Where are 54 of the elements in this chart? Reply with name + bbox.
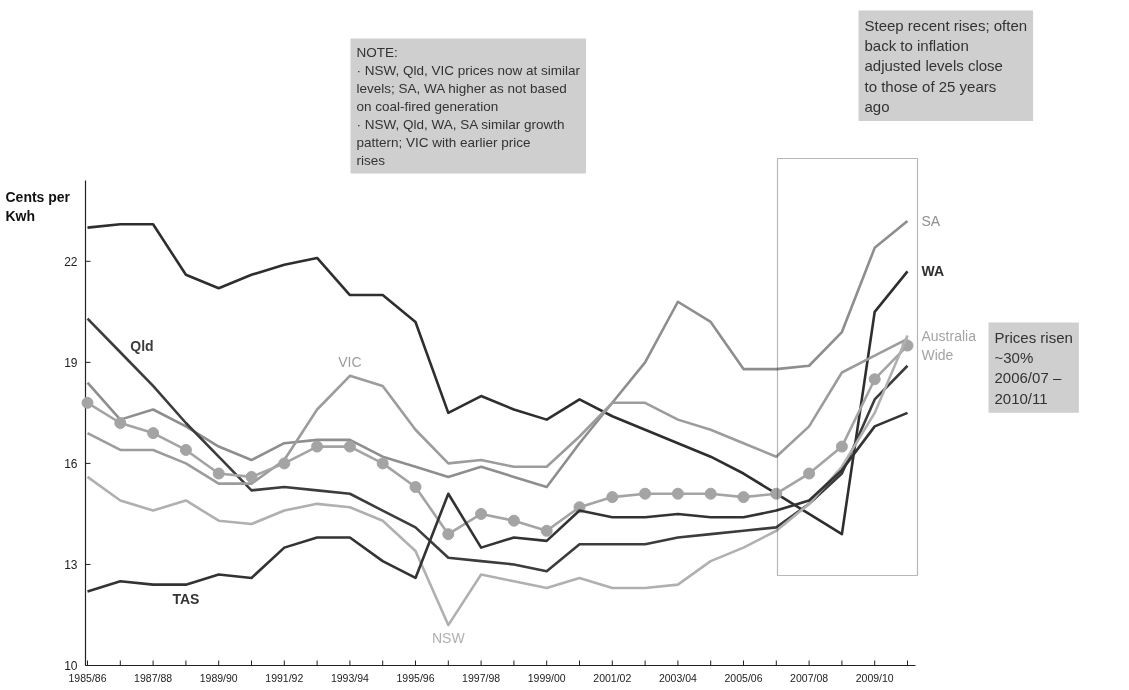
point: [639, 487, 652, 500]
x-tick-label: 1997/98: [462, 671, 501, 684]
x-tick-label: 1993/94: [330, 671, 370, 684]
x-tick-label: 1987/88: [134, 671, 173, 684]
point: [212, 467, 225, 480]
x-tick-label: 2007/08: [790, 671, 829, 684]
x-tick-label: 2005/06: [724, 671, 763, 684]
y-tick-label: 19: [64, 355, 78, 370]
x-tick-label: 1995/96: [396, 671, 435, 684]
point: [114, 417, 127, 429]
series-label: TAS: [172, 590, 200, 607]
series-label: SA: [921, 212, 941, 229]
point: [606, 491, 619, 504]
point: [737, 491, 750, 504]
point: [81, 396, 94, 409]
point: [409, 481, 422, 493]
point: [245, 470, 258, 483]
point: [770, 487, 783, 500]
point: [803, 467, 816, 480]
point: [671, 487, 684, 500]
point: [704, 487, 717, 500]
x-tick-label: 1985/86: [68, 671, 107, 684]
point: [278, 457, 291, 470]
point: [343, 440, 356, 453]
y-tick-label: 10: [64, 659, 78, 673]
y-tick-label: 22: [64, 254, 78, 269]
y-axis-title: Cents per Kwh: [5, 188, 71, 224]
x-tick-label: 2003/04: [658, 671, 698, 684]
x-tick-label: 1989/90: [199, 671, 238, 684]
point: [179, 443, 192, 456]
series-label: Qld: [130, 338, 154, 355]
x-tick-label: 2001/02: [593, 671, 632, 684]
x-tick-label: 1991/92: [265, 671, 304, 684]
point: [147, 427, 160, 440]
point: [507, 514, 520, 527]
point: [835, 440, 848, 453]
x-tick-label: 1999/00: [527, 671, 566, 684]
point: [376, 457, 389, 470]
point: [311, 440, 324, 453]
x-tick-label: 2009/10: [855, 671, 894, 684]
text: Steep recent rises; often back to inflation adjusted levels close to those of 25 years ago: [864, 16, 1028, 116]
y-tick-label: 16: [64, 456, 78, 471]
line-series: [86, 219, 909, 489]
y-tick-label: 13: [64, 557, 78, 572]
text: Prices risen ~30% 2006/07 – 2010/11: [994, 328, 1073, 407]
point: [868, 373, 881, 386]
series-label: Australia Wide: [921, 327, 977, 364]
series-label: VIC: [338, 353, 362, 370]
point: [442, 528, 455, 541]
point: [540, 524, 553, 537]
series-label: NSW: [431, 630, 466, 647]
series-label: WA: [921, 263, 945, 280]
point: [475, 507, 488, 520]
text: NOTE: · NSW, Qld, VIC prices now at similar levels; SA, WA higher as not based on coal-fired generation · NSW, Qld, WA, SA similar growth pattern; VIC with earlier price rises: [356, 44, 581, 168]
